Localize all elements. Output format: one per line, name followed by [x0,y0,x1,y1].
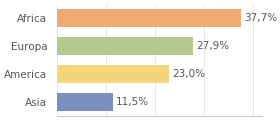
Bar [57,37,193,55]
Text: 11,5%: 11,5% [116,97,149,107]
Text: 23,0%: 23,0% [172,69,205,79]
Bar [57,9,241,27]
Bar [57,93,113,111]
Bar [57,65,169,83]
Text: 37,7%: 37,7% [244,13,277,23]
Text: 27,9%: 27,9% [196,41,229,51]
